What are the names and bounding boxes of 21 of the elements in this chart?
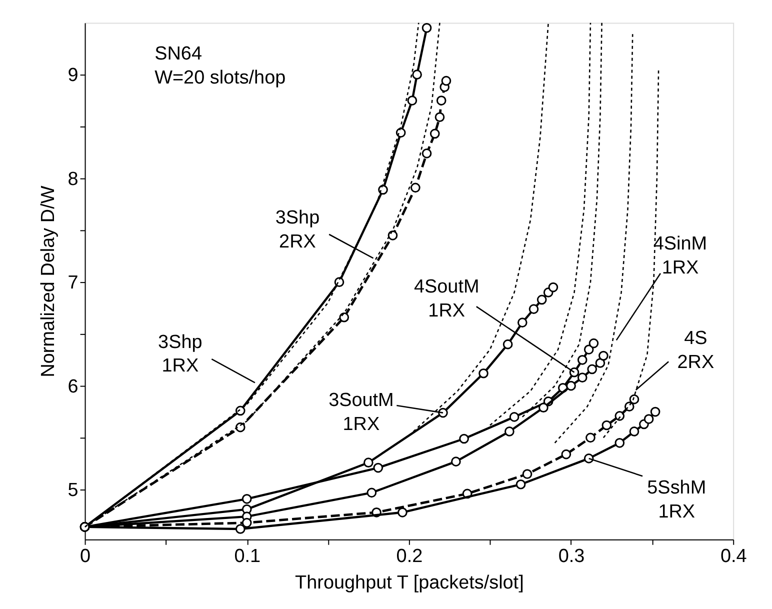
annotation: W=20 slots/hop: [154, 68, 286, 89]
annotation: 5SshM 1RX: [647, 477, 706, 522]
annotation: 4S 2RX: [677, 328, 714, 374]
y-axis-title: Normalized Delay D/W: [38, 186, 59, 378]
annotation: 4SinM 1RX: [653, 233, 708, 278]
x-tick-label: 0.3: [558, 546, 585, 567]
y-tick-label: 6: [68, 376, 78, 398]
annotation: SN64: [154, 44, 202, 65]
annotation: 3Shp 2RX: [275, 207, 320, 252]
x-tick-label: 0.4: [720, 546, 747, 567]
y-tick-label: 7: [68, 272, 78, 294]
x-tick-label: 0: [80, 546, 91, 567]
annotation: 3SoutM 1RX: [328, 390, 394, 435]
annotation: 4SoutM 1RX: [414, 276, 480, 322]
x-axis-title: Throughput T [packets/slot]: [295, 572, 524, 594]
x-tick-label: 0.2: [396, 546, 423, 567]
y-tick-label: 9: [68, 65, 78, 86]
x-tick-label: 0.1: [234, 546, 261, 567]
annotation: 3Shp 1RX: [158, 332, 202, 377]
y-tick-label: 8: [68, 168, 78, 190]
y-tick-label: 5: [68, 480, 78, 502]
